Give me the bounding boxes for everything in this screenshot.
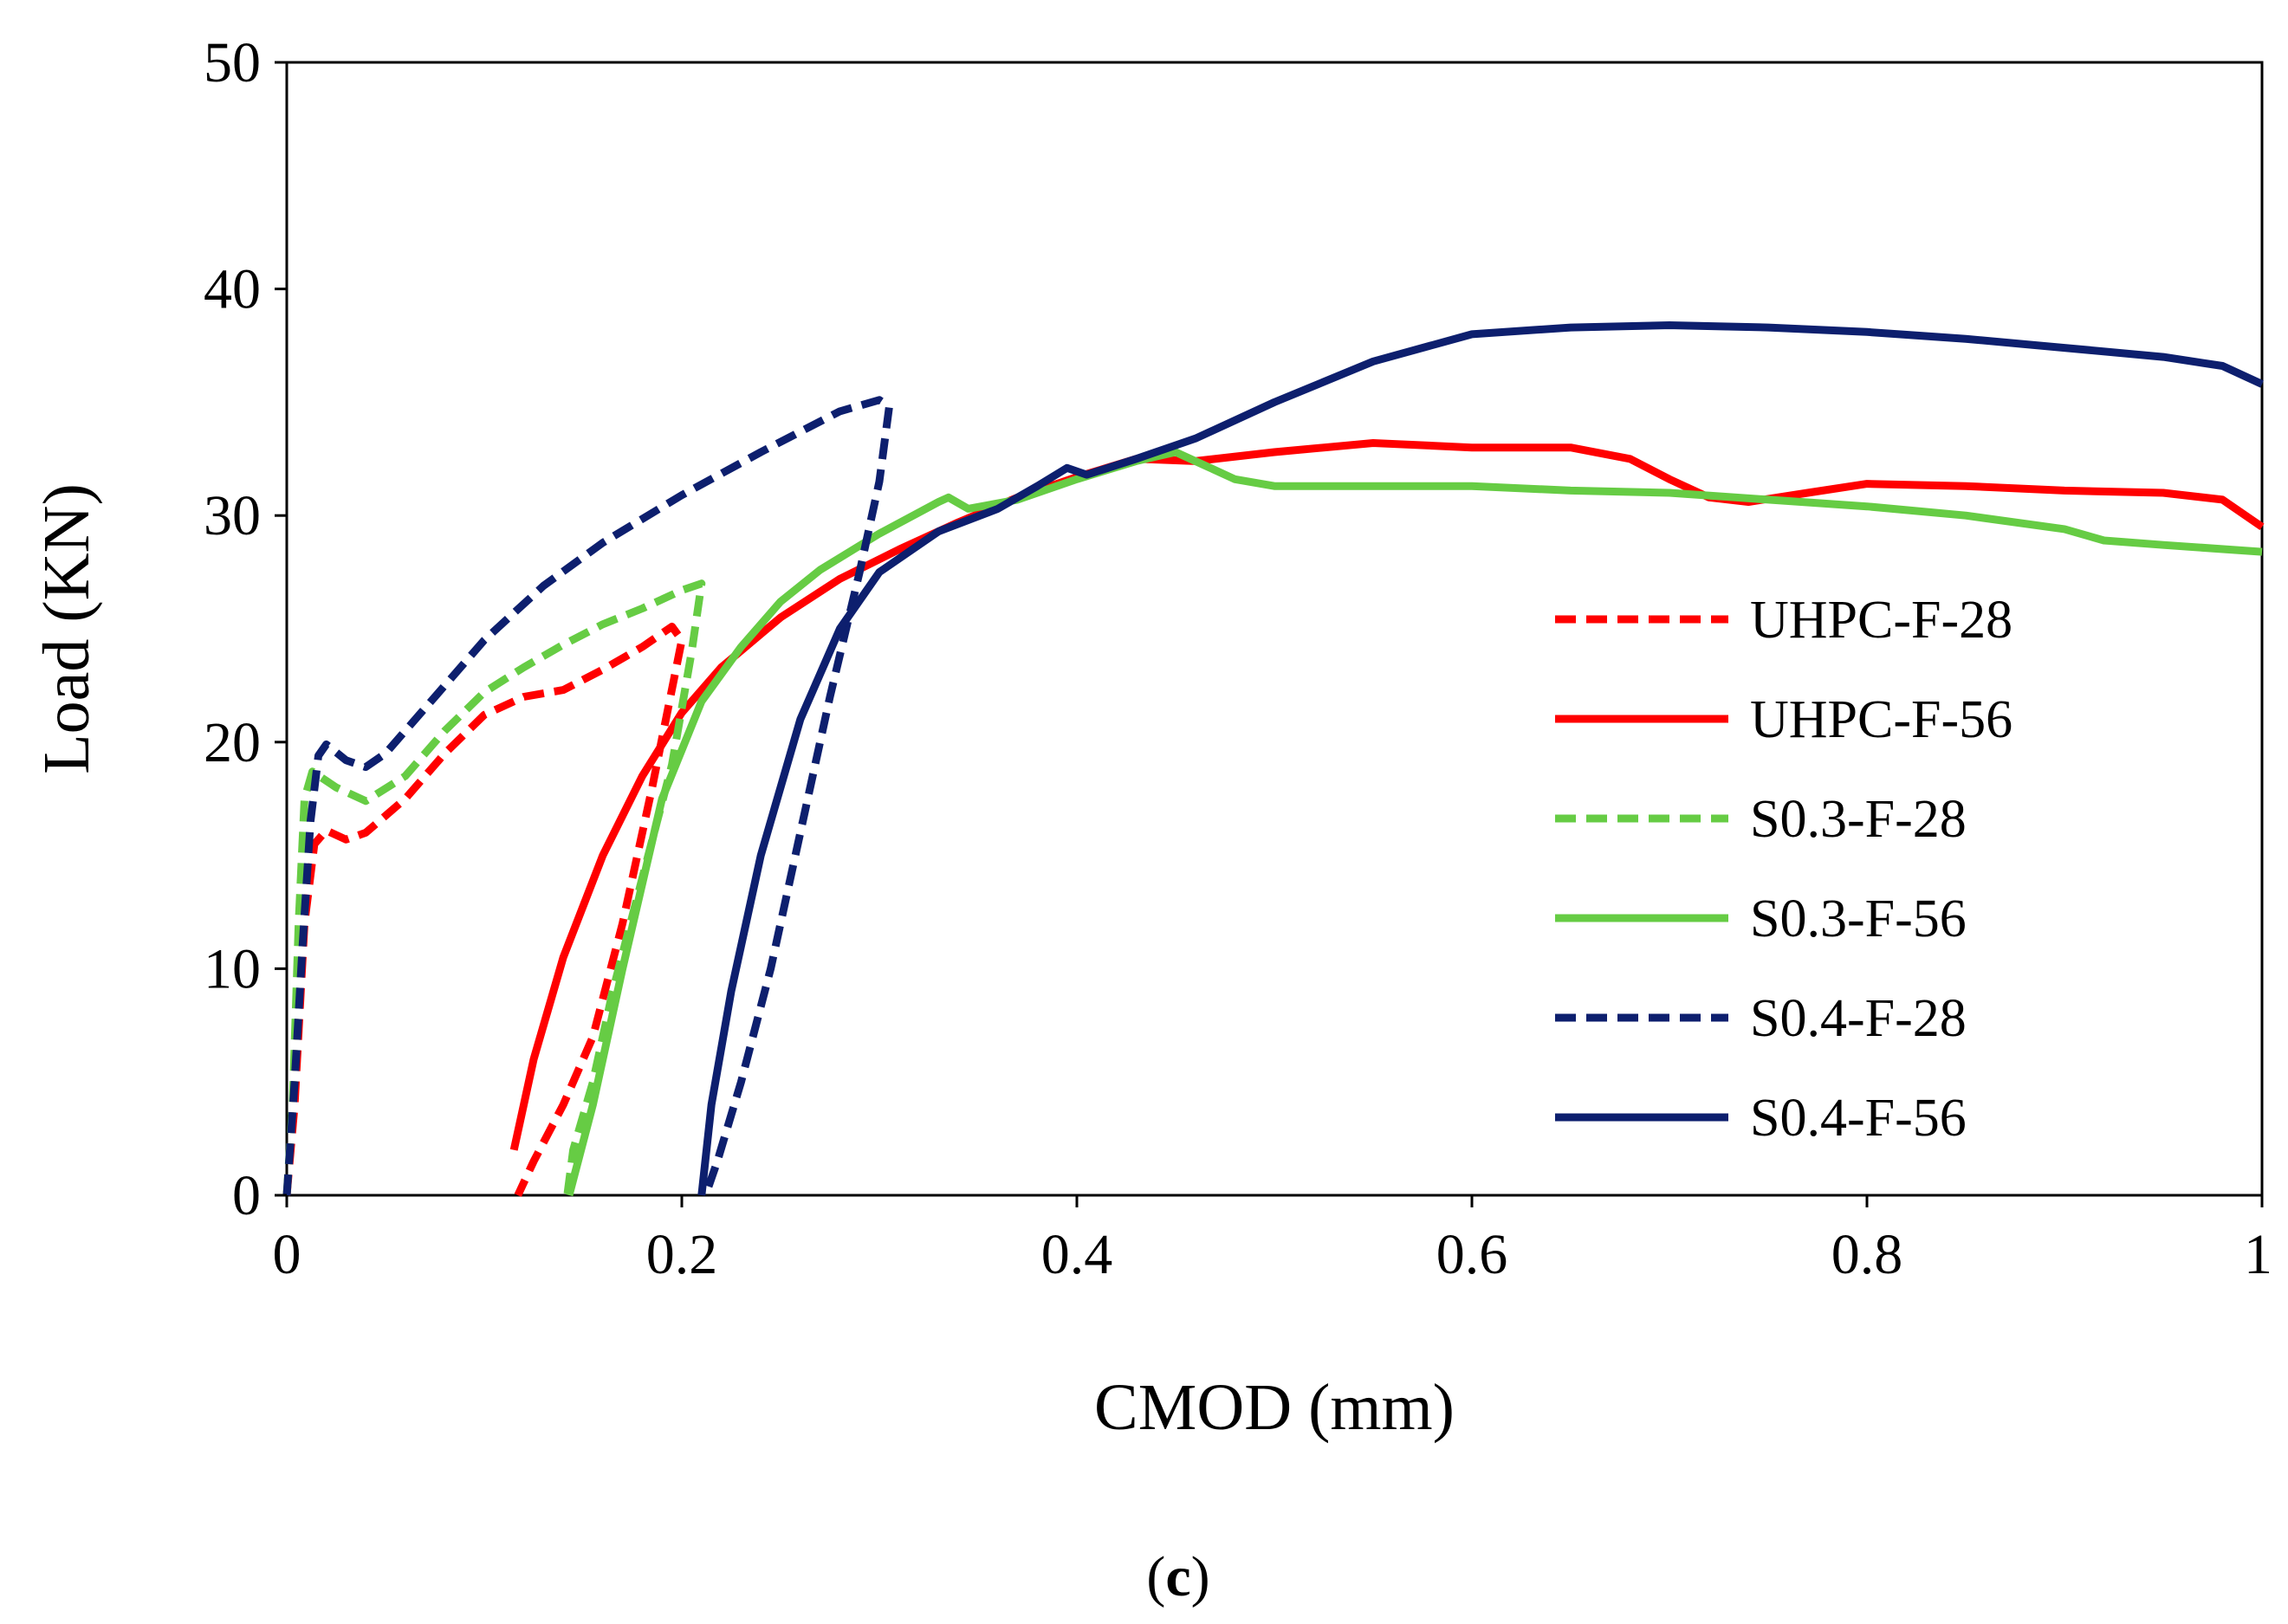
x-tick-label: 1	[2244, 1223, 2272, 1286]
x-tick-label: 0.8	[1831, 1223, 1903, 1286]
y-tick-label: 10	[204, 937, 261, 1000]
axis-layer: 0 10 20 30 40 50 0 0.2 0.4 0.6 0.8 1	[204, 31, 2272, 1286]
legend: UHPC-F-28 UHPC-F-56 S0.3-F-28 S0.3-F-56 S0.4…	[1555, 591, 2013, 1148]
figure-caption: (c)	[1146, 1545, 1209, 1608]
y-tick-label: 40	[204, 258, 261, 321]
x-axis-title: CMOD (mm)	[1094, 1371, 1455, 1444]
x-tick-label: 0	[273, 1223, 301, 1286]
series-line-s0-3-f-56	[565, 448, 2263, 1197]
legend-label: UHPC-F-28	[1750, 591, 2013, 650]
legend-label: S0.3-F-56	[1750, 890, 1967, 948]
x-tick-label: 0.2	[646, 1223, 718, 1286]
y-tick-label: 50	[204, 31, 261, 94]
y-tick-label: 0	[232, 1164, 261, 1227]
caption-close: )	[1191, 1545, 1210, 1608]
y-tick-label: 20	[204, 711, 261, 774]
legend-label: S0.3-F-28	[1750, 790, 1967, 849]
series-layer	[282, 321, 2265, 1197]
series-line-uhpc-f-28	[282, 622, 686, 1197]
series-line-s0-4-f-28	[282, 396, 893, 1197]
series-line-s0-4-f-56	[697, 321, 2264, 1196]
y-axis-title: Load (KN)	[30, 483, 103, 774]
legend-label: UHPC-F-56	[1750, 690, 2013, 749]
x-tick-label: 0.6	[1436, 1223, 1508, 1286]
legend-label: S0.4-F-56	[1750, 1089, 1967, 1148]
caption-open: (	[1146, 1545, 1165, 1608]
legend-label: S0.4-F-28	[1750, 989, 1967, 1048]
x-tick-label: 0.4	[1041, 1223, 1113, 1286]
y-tick-label: 30	[204, 484, 261, 547]
caption-letter: c	[1165, 1545, 1190, 1608]
